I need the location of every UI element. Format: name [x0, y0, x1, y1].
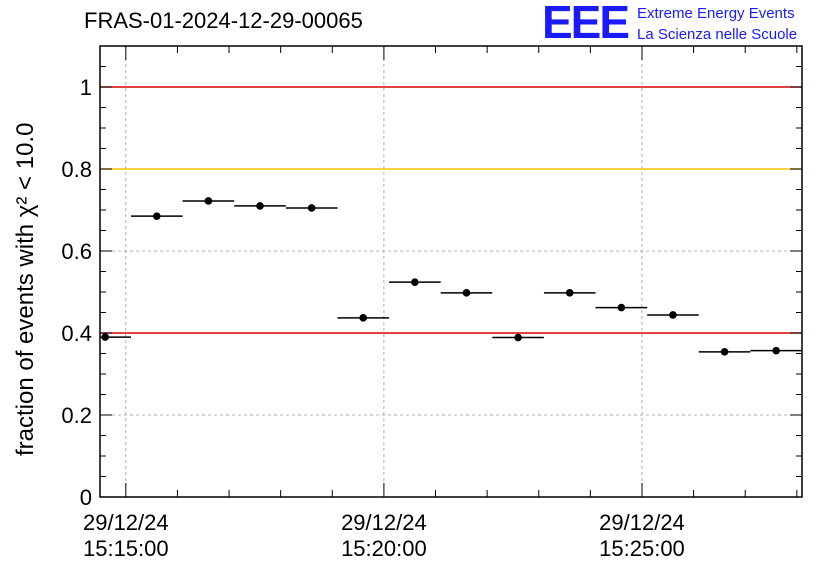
chart-title: FRAS-01-2024-12-29-00065 [84, 8, 363, 33]
axis-ticks [100, 45, 802, 498]
data-point [565, 289, 574, 297]
logo-text-line2: La Scienza nelle Scuole [637, 26, 798, 43]
data-point [514, 333, 522, 342]
grid [100, 46, 802, 497]
data-point [204, 197, 213, 205]
data-point [462, 289, 471, 297]
y-tick-label: 1 [80, 75, 92, 100]
data-point [256, 202, 264, 210]
y-tick-label: 0 [80, 485, 92, 510]
data-point [307, 204, 316, 212]
data-point [669, 311, 677, 319]
x-tick-label: 29/12/24 [341, 510, 427, 535]
eee-logo: EEE Extreme Energy Events La Scienza nel… [542, 0, 832, 48]
x-tick-label: 29/12/24 [599, 510, 685, 535]
data-points [100, 197, 802, 356]
y-tick-label: 0.8 [61, 157, 92, 182]
tick-labels: 00.20.40.60.8129/12/2415:15:0029/12/2415… [61, 75, 684, 561]
plot-frame [99, 45, 803, 498]
x-tick-label: 15:20:00 [341, 536, 427, 561]
data-point [772, 346, 780, 355]
data-point [152, 212, 161, 220]
data-point [720, 348, 729, 356]
data-point [617, 303, 626, 312]
reference-lines [100, 86, 802, 334]
logo-text-line1: Extreme Energy Events [637, 5, 795, 22]
x-tick-label: 15:25:00 [599, 536, 685, 561]
logo-mark: EEE [542, 0, 630, 48]
y-tick-label: 0.6 [61, 239, 92, 264]
data-point [359, 314, 368, 322]
x-tick-label: 29/12/24 [83, 510, 169, 535]
y-tick-label: 0.4 [61, 321, 92, 346]
y-axis-label: fraction of events with χ² < 10.0 [12, 122, 39, 456]
data-point [411, 278, 419, 286]
x-tick-label: 15:15:00 [83, 536, 169, 561]
data-point [101, 333, 109, 341]
y-tick-label: 0.2 [61, 403, 92, 428]
